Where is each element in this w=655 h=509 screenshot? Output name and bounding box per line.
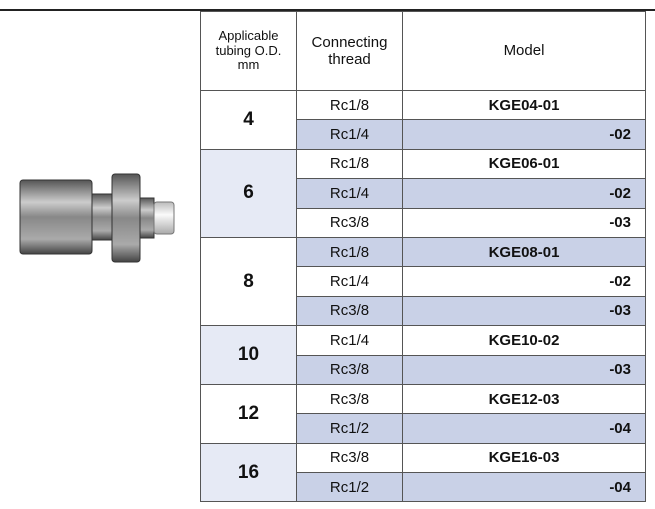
table-row: Rc3/8 -03 <box>201 354 646 385</box>
table-row: Rc3/8 -03 <box>201 295 646 327</box>
tubing-od: 16 <box>200 442 297 503</box>
model: -03 <box>402 295 646 327</box>
table-row: Rc1/2 -04 <box>201 413 646 444</box>
model: -04 <box>402 472 646 503</box>
model: -02 <box>402 266 646 297</box>
model: KGE06-01 <box>402 148 646 180</box>
table-row: 4 Rc1/8 KGE04-01 <box>200 89 646 150</box>
thread: Rc1/4 <box>296 325 403 356</box>
table-row: Rc1/4 -02 <box>201 266 646 297</box>
thread: Rc1/4 <box>296 266 403 297</box>
thread: Rc1/4 <box>296 119 403 150</box>
tubing-od: 8 <box>200 236 297 327</box>
model: KGE12-03 <box>402 383 646 415</box>
thread: Rc1/2 <box>296 413 403 444</box>
model: -03 <box>402 354 646 385</box>
table-row: Rc1/4 -02 <box>201 178 646 209</box>
thread: Rc3/8 <box>296 295 403 327</box>
thread: Rc1/8 <box>296 236 403 268</box>
fitting-image <box>19 173 175 263</box>
table-row: 12 Rc3/8 KGE12-03 <box>200 383 646 444</box>
table-row: 8 Rc1/8 KGE08-01 <box>200 236 646 327</box>
table-row: 6 Rc1/8 KGE06-01 <box>200 148 646 238</box>
tubing-od: 12 <box>200 383 297 444</box>
thread: Rc3/8 <box>296 383 403 415</box>
column-header: Applicable tubing O.D. mm <box>200 11 297 91</box>
model: -03 <box>402 207 646 238</box>
thread: Rc3/8 <box>296 354 403 385</box>
tubing-od: 4 <box>200 90 297 150</box>
thread: Rc1/8 <box>296 89 403 121</box>
table-row: Rc1/4 -02 <box>201 119 646 150</box>
model: KGE16-03 <box>402 442 646 474</box>
tubing-od: 6 <box>200 148 297 238</box>
tubing-od: 10 <box>200 325 297 385</box>
table-row: Rc1/2 -04 <box>201 472 646 503</box>
model: -04 <box>402 413 646 444</box>
model: KGE04-01 <box>402 89 646 121</box>
table-row: 16 Rc3/8 KGE16-03 <box>200 442 646 503</box>
model-table: Applicable tubing O.D. mm Connecting thre… <box>200 11 646 503</box>
top-rule <box>0 9 655 11</box>
model: KGE08-01 <box>402 236 646 268</box>
table-row: 10 Rc1/4 KGE10-02 <box>200 325 646 385</box>
model: KGE10-02 <box>402 325 646 356</box>
model: -02 <box>402 119 646 150</box>
thread: Rc3/8 <box>296 207 403 238</box>
table-row: Rc3/8 -03 <box>201 207 646 238</box>
thread: Rc1/2 <box>296 472 403 503</box>
thread: Rc1/8 <box>296 148 403 180</box>
column-header: Connecting thread <box>296 11 403 91</box>
model: -02 <box>402 178 646 209</box>
thread: Rc3/8 <box>296 442 403 474</box>
column-header: Model <box>402 11 646 91</box>
thread: Rc1/4 <box>296 178 403 209</box>
